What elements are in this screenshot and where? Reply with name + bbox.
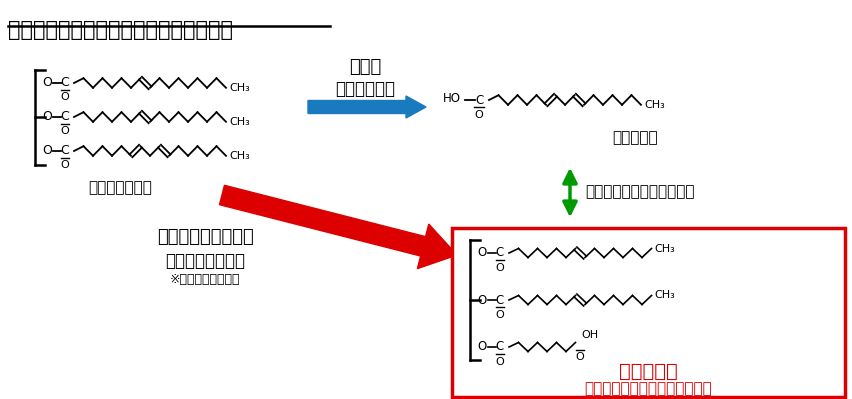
Text: O: O xyxy=(496,263,504,273)
Text: C: C xyxy=(60,77,69,89)
Text: O: O xyxy=(477,340,486,354)
Text: C: C xyxy=(475,93,483,107)
Text: O: O xyxy=(60,92,69,102)
Text: 今回特定した経路２: 今回特定した経路２ xyxy=(157,228,253,246)
Text: O: O xyxy=(60,160,69,170)
Text: CH₃: CH₃ xyxy=(229,151,250,161)
FancyArrow shape xyxy=(308,96,426,118)
Text: HO: HO xyxy=(443,91,461,105)
Text: C: C xyxy=(496,247,504,259)
Text: トリグリセリド: トリグリセリド xyxy=(88,180,152,195)
Text: O: O xyxy=(475,110,483,120)
Text: カルボン酸: カルボン酸 xyxy=(619,362,677,381)
Text: O: O xyxy=(496,310,504,320)
Text: O: O xyxy=(496,357,504,367)
Text: 油脂の主成分トリグリセリドの酸化経路: 油脂の主成分トリグリセリドの酸化経路 xyxy=(8,20,233,40)
Text: O: O xyxy=(477,294,486,306)
Text: O: O xyxy=(575,352,584,363)
Text: CH₃: CH₃ xyxy=(229,83,250,93)
FancyArrow shape xyxy=(220,185,457,269)
Text: O: O xyxy=(42,144,52,158)
Text: CH₃: CH₃ xyxy=(654,290,676,300)
Text: C: C xyxy=(496,340,504,354)
Text: OH: OH xyxy=(582,330,599,340)
Bar xyxy=(452,228,845,397)
Text: ※中間生成物は省略: ※中間生成物は省略 xyxy=(170,273,240,286)
Text: O: O xyxy=(42,111,52,124)
Text: 経路１: 経路１ xyxy=(348,58,381,76)
Text: CH₃: CH₃ xyxy=(654,243,676,253)
Text: CH₃: CH₃ xyxy=(229,117,250,127)
Text: （今回新たに発見した化合物）: （今回新たに発見した化合物） xyxy=(584,381,712,396)
Text: O: O xyxy=(42,77,52,89)
Text: 遂離脂肪酸: 遂離脂肪酸 xyxy=(613,130,658,145)
Text: （熱による酸化）: （熱による酸化） xyxy=(165,252,245,270)
Text: 両化合物が「酸価」に影響: 両化合物が「酸価」に影響 xyxy=(585,184,694,200)
Text: C: C xyxy=(60,144,69,158)
Text: （加水分解）: （加水分解） xyxy=(335,80,395,98)
Text: CH₃: CH₃ xyxy=(644,100,665,110)
Text: O: O xyxy=(60,126,69,136)
Text: C: C xyxy=(496,294,504,306)
Text: C: C xyxy=(60,111,69,124)
Text: O: O xyxy=(477,247,486,259)
